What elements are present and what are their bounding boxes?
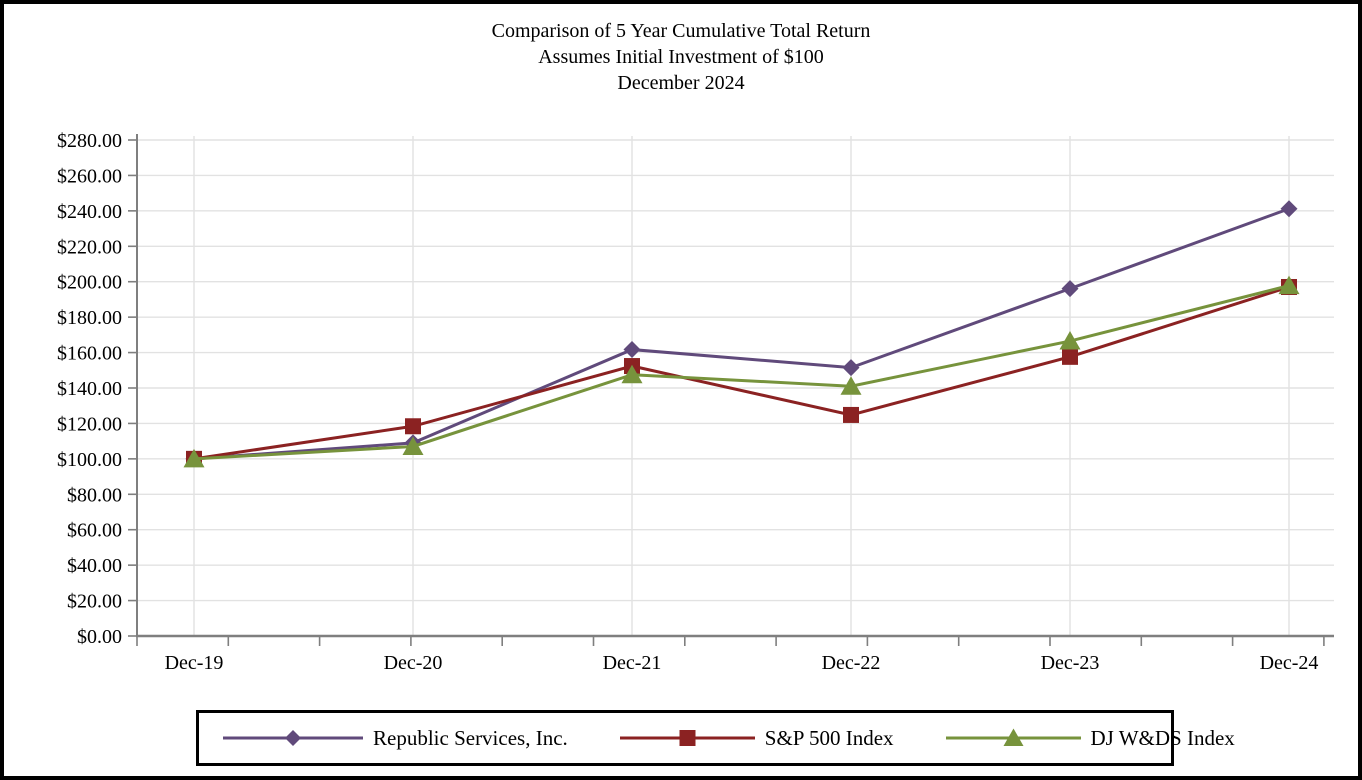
svg-text:$140.00: $140.00 xyxy=(57,378,122,400)
legend-label: S&P 500 Index xyxy=(764,725,894,750)
legend-entry-republic-services: Republic Services, Inc. xyxy=(223,726,568,751)
svg-text:$40.00: $40.00 xyxy=(67,555,122,577)
svg-text:$240.00: $240.00 xyxy=(57,201,122,223)
svg-text:$0.00: $0.00 xyxy=(77,626,122,648)
legend-label: DJ W&DS Index xyxy=(1090,725,1235,750)
diamond-marker-icon xyxy=(223,730,363,746)
title-block: Comparison of 5 Year Cumulative Total Re… xyxy=(4,18,1358,96)
svg-text:$80.00: $80.00 xyxy=(67,484,122,506)
x-axis-ticks xyxy=(136,636,1325,646)
svg-text:Dec-24: Dec-24 xyxy=(1260,652,1319,674)
svg-text:Dec-20: Dec-20 xyxy=(384,652,443,674)
legend: Republic Services, Inc. S&P 500 Index DJ… xyxy=(196,710,1235,766)
series-dj-w-ds-index xyxy=(183,275,1300,468)
chart-subtitle-date: December 2024 xyxy=(617,72,745,94)
chart-title: Comparison of 5 Year Cumulative Total Re… xyxy=(491,20,871,42)
horizontal-gridlines xyxy=(137,139,1334,602)
svg-text:$20.00: $20.00 xyxy=(67,591,122,613)
svg-text:Dec-19: Dec-19 xyxy=(165,652,224,674)
vertical-gridlines xyxy=(193,136,1290,636)
svg-text:$200.00: $200.00 xyxy=(57,272,122,294)
legend-entry-sp500: S&P 500 Index xyxy=(619,725,894,751)
triangle-marker-icon xyxy=(945,728,1081,746)
svg-text:$100.00: $100.00 xyxy=(57,449,122,471)
svg-text:$260.00: $260.00 xyxy=(57,165,122,187)
svg-text:$60.00: $60.00 xyxy=(67,520,122,542)
svg-text:$160.00: $160.00 xyxy=(57,343,122,365)
legend-entry-djwds: DJ W&DS Index xyxy=(945,725,1235,751)
series-s-p-500-index xyxy=(186,278,1297,467)
y-axis-labels: $0.00 $20.00 $40.00 $60.00 $80.00 $100.00 $120… xyxy=(57,130,122,648)
square-marker-icon xyxy=(619,730,755,746)
svg-text:$280.00: $280.00 xyxy=(57,130,122,152)
series-republic-services-inc xyxy=(185,200,1298,468)
legend-label: Republic Services, Inc. xyxy=(373,725,568,750)
svg-text:Dec-23: Dec-23 xyxy=(1041,652,1100,674)
svg-text:Dec-22: Dec-22 xyxy=(822,652,881,674)
x-axis-labels: Dec-19 Dec-20 Dec-21 Dec-22 Dec-23 Dec-24 xyxy=(165,652,1319,674)
y-axis-ticks xyxy=(128,139,137,637)
svg-text:$180.00: $180.00 xyxy=(57,307,122,329)
svg-text:$120.00: $120.00 xyxy=(57,413,122,435)
plot-area: $0.00 $20.00 $40.00 $60.00 $80.00 $100.00 $120… xyxy=(57,130,1334,674)
svg-text:$220.00: $220.00 xyxy=(57,236,122,258)
chart-subtitle-investment: Assumes Initial Investment of $100 xyxy=(538,46,824,68)
axes xyxy=(136,134,1334,638)
svg-text:Dec-21: Dec-21 xyxy=(603,652,662,674)
